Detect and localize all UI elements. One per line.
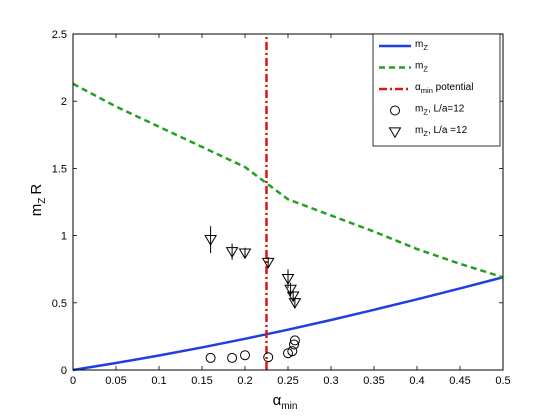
- legend-label: αmin potential: [415, 82, 473, 95]
- y-tick-label: 2: [61, 96, 67, 108]
- series-line-0: [72, 276, 504, 372]
- legend: mZ mZ αmin potential mZ, L/a=12 mZ, L/a =12: [372, 33, 501, 147]
- series-1: [72, 82, 504, 279]
- x-tick-label: 0.1: [151, 375, 166, 387]
- circle-point: [289, 339, 300, 350]
- plot-area: 0 0.05 0.1 0.15 0.2 0.25 0.3 0.35 0.4 0.45 0.5 0 0.…: [52, 29, 511, 387]
- legend-circle-marker: [390, 105, 400, 116]
- triangle-point: [281, 273, 295, 285]
- legend-entry-2: αmin potential: [379, 82, 473, 95]
- x-tick-label: 0.35: [363, 375, 384, 387]
- y-tick-label: 0: [61, 365, 67, 377]
- x-tick-label: 0.25: [277, 375, 298, 387]
- y-tick-label: 0.5: [52, 298, 67, 310]
- x-tick-label: 0.4: [409, 375, 424, 387]
- y-tick-label: 1.5: [52, 163, 67, 175]
- legend-entry-0: mZ: [379, 39, 428, 52]
- circle-point: [240, 350, 250, 361]
- triangle-point: [286, 291, 300, 303]
- y-tick-label: 2.5: [52, 29, 67, 41]
- circle-point: [227, 352, 238, 363]
- y-tick-label: 1: [61, 231, 67, 243]
- legend-triangle-marker: [388, 127, 402, 139]
- circle-point: [263, 352, 274, 363]
- x-tick-label: 0.05: [105, 375, 126, 387]
- triangle-point: [238, 248, 252, 260]
- circle-point: [205, 352, 216, 363]
- triangle-point: [204, 235, 217, 246]
- y-axis-ticks: 0 0.5 1 1.5 2 2.5: [52, 29, 503, 377]
- series-3: [205, 335, 300, 363]
- x-tick-label: 0.5: [495, 375, 510, 387]
- legend-box: [372, 33, 501, 147]
- x-tick-label: 0: [70, 375, 76, 387]
- triangle-point: [261, 257, 275, 269]
- legend-entry-3: mZ, L/a=12: [390, 104, 465, 117]
- series-0: [72, 276, 504, 372]
- legend-label: mZ: [415, 39, 428, 52]
- circle-point: [289, 335, 300, 346]
- x-tick-label: 0.15: [191, 375, 212, 387]
- x-tick-label: 0.45: [449, 375, 470, 387]
- legend-entry-4: mZ, L/a =12: [388, 125, 468, 139]
- series-layer: [72, 34, 504, 372]
- legend-label: mZ: [415, 61, 428, 74]
- x-axis-ticks: 0 0.05 0.1 0.15 0.2 0.25 0.3 0.35 0.4 0.45 0.5: [70, 34, 511, 387]
- legend-entry-1: mZ: [379, 61, 428, 74]
- circle-point: [287, 346, 298, 357]
- legend-label: mZ, L/a =12: [415, 125, 468, 138]
- triangle-point: [225, 247, 239, 258]
- series-line-1: [72, 82, 504, 279]
- triangle-point: [284, 284, 297, 296]
- legend-label: mZ, L/a=12: [415, 104, 465, 117]
- x-tick-label: 0.3: [323, 375, 338, 387]
- x-tick-label: 0.2: [237, 375, 252, 387]
- x-axis-label: αmin: [273, 392, 298, 412]
- series-4: [204, 226, 302, 310]
- y-axis-label: mZR: [28, 184, 48, 217]
- triangle-point: [288, 298, 302, 310]
